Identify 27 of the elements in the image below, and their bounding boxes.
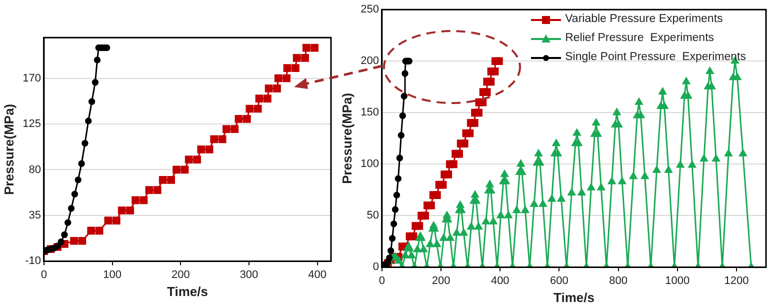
x-tick-label: 1000: [665, 274, 690, 287]
x-tick-label: 400: [308, 268, 327, 281]
x-axis-title: Time/s: [167, 284, 208, 299]
y-axis-title: Pressure(MPa): [1, 104, 16, 195]
y-tick-label: 50: [366, 210, 379, 222]
x-tick-label: 100: [103, 268, 122, 281]
y-tick-label: -10: [25, 255, 41, 268]
x-tick-label: 300: [240, 268, 258, 281]
legend-label: Single Point Pressure Experiments: [565, 50, 746, 65]
y-tick-label: 125: [22, 118, 41, 130]
x-tick-label: 400: [490, 274, 510, 287]
y-tick-label: 80: [28, 164, 41, 176]
legend-label: Relief Pressure Experiments: [565, 31, 714, 46]
y-tick-label: 200: [360, 55, 379, 68]
legend-label: Variable Pressure Experiments: [565, 12, 723, 27]
y-tick-label: 35: [28, 209, 41, 222]
y-tick-label: 170: [22, 72, 41, 84]
y-tick-label: 150: [360, 106, 379, 119]
x-axis-title: Time/s: [554, 290, 594, 305]
y-axis-title: Pressure(MPa): [339, 92, 354, 184]
y-tick-label: 100: [360, 158, 379, 170]
y-tick-label: 250: [360, 4, 379, 16]
x-tick-label: 200: [432, 274, 450, 287]
x-tick-label: 600: [550, 274, 568, 287]
x-tick-label: 800: [609, 274, 628, 287]
x-tick-label: 1200: [724, 274, 749, 287]
x-tick-label: 200: [171, 268, 190, 281]
